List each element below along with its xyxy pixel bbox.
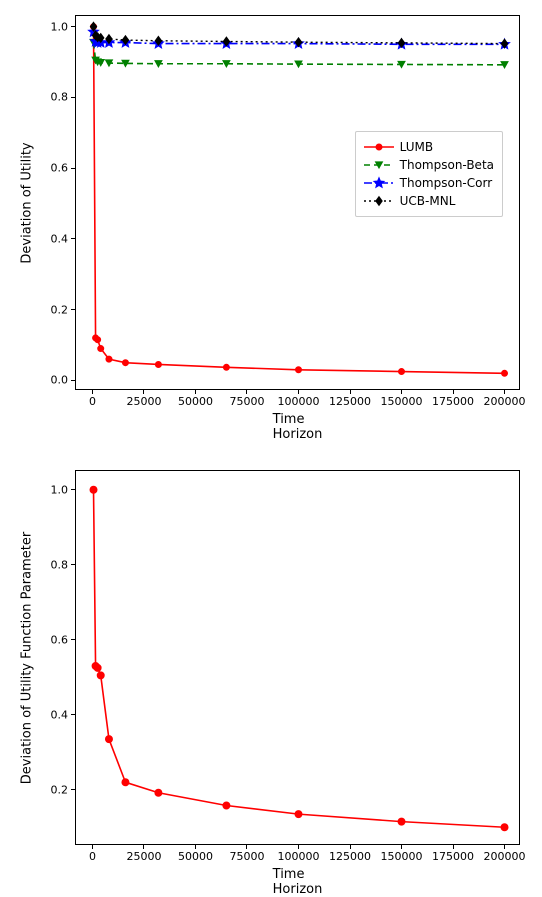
x-tick-mark [350,844,351,849]
x-tick-mark [298,389,299,394]
x-tick-label: 175000 [432,850,474,863]
y-tick-mark [71,564,76,565]
x-tick-mark [92,389,93,394]
legend-marker-ucb-mnl [364,194,394,208]
legend-item-lumb: LUMB [364,138,494,156]
x-tick-mark [350,389,351,394]
legend-marker-lumb [364,140,394,154]
x-tick-label: 200000 [484,850,526,863]
legend-item-thompson-corr: Thompson-Corr [364,174,494,192]
x-tick-mark [453,389,454,394]
x-tick-mark [195,389,196,394]
y-tick-mark [71,309,76,310]
x-tick-mark [143,844,144,849]
x-tick-label: 0 [89,395,96,408]
x-tick-label: 200000 [484,395,526,408]
legend-marker-thompson-beta [364,158,394,172]
x-tick-label: 100000 [278,850,320,863]
y-tick-mark [71,168,76,169]
legend-item-ucb-mnl: UCB-MNL [364,192,494,210]
legend-item-thompson-beta: Thompson-Beta [364,156,494,174]
x-tick-mark [401,844,402,849]
legend-label: LUMB [400,140,433,154]
series-line-lumb [94,490,505,828]
top-plot-area: LUMBThompson-BetaThompson-CorrUCB-MNL 02… [75,15,520,390]
x-tick-label: 150000 [381,850,423,863]
x-tick-label: 175000 [432,395,474,408]
y-tick-label: 0.6 [51,633,69,646]
x-tick-label: 25000 [126,850,161,863]
x-tick-label: 50000 [178,395,213,408]
y-tick-mark [71,639,76,640]
x-tick-label: 25000 [126,395,161,408]
x-tick-mark [504,844,505,849]
x-tick-mark [504,389,505,394]
y-tick-label: 0.8 [51,91,69,104]
bottom-x-axis-label: Time Horizon [273,867,323,897]
y-tick-mark [71,489,76,490]
y-tick-label: 0.6 [51,162,69,175]
legend: LUMB Thompson-Beta Thompson-Corr UCB-MNL [355,131,503,217]
x-tick-label: 0 [89,850,96,863]
top-y-axis-label: Deviation of Utility [20,142,35,263]
legend-label: UCB-MNL [400,194,456,208]
x-tick-mark [453,844,454,849]
y-tick-label: 0.0 [51,374,69,387]
bottom-plot-svg [76,471,521,846]
x-tick-mark [246,844,247,849]
x-tick-label: 125000 [329,395,371,408]
y-tick-label: 1.0 [51,20,69,33]
x-tick-mark [143,389,144,394]
top-x-axis-label: Time Horizon [273,412,323,442]
y-tick-mark [71,26,76,27]
y-tick-label: 1.0 [51,483,69,496]
y-tick-mark [71,380,76,381]
legend-marker-thompson-corr [364,176,394,190]
y-tick-label: 0.4 [51,708,69,721]
y-tick-label: 0.2 [51,303,69,316]
x-tick-label: 150000 [381,395,423,408]
x-tick-label: 100000 [278,395,320,408]
x-tick-mark [401,389,402,394]
x-tick-mark [195,844,196,849]
y-tick-label: 0.2 [51,783,69,796]
bottom-plot-area: 0250005000075000100000125000150000175000… [75,470,520,845]
y-tick-mark [71,789,76,790]
legend-label: Thompson-Corr [400,176,493,190]
x-tick-mark [246,389,247,394]
x-tick-mark [298,844,299,849]
y-tick-mark [71,714,76,715]
x-tick-label: 75000 [229,395,264,408]
x-tick-label: 125000 [329,850,371,863]
y-tick-label: 0.4 [51,232,69,245]
y-tick-mark [71,97,76,98]
x-tick-label: 50000 [178,850,213,863]
figure: LUMBThompson-BetaThompson-CorrUCB-MNL 02… [0,0,542,880]
x-tick-mark [92,844,93,849]
y-tick-mark [71,238,76,239]
y-tick-label: 0.8 [51,558,69,571]
legend-label: Thompson-Beta [400,158,494,172]
x-tick-label: 75000 [229,850,264,863]
bottom-y-axis-label: Deviation of Utility Function Parameter [20,531,35,783]
